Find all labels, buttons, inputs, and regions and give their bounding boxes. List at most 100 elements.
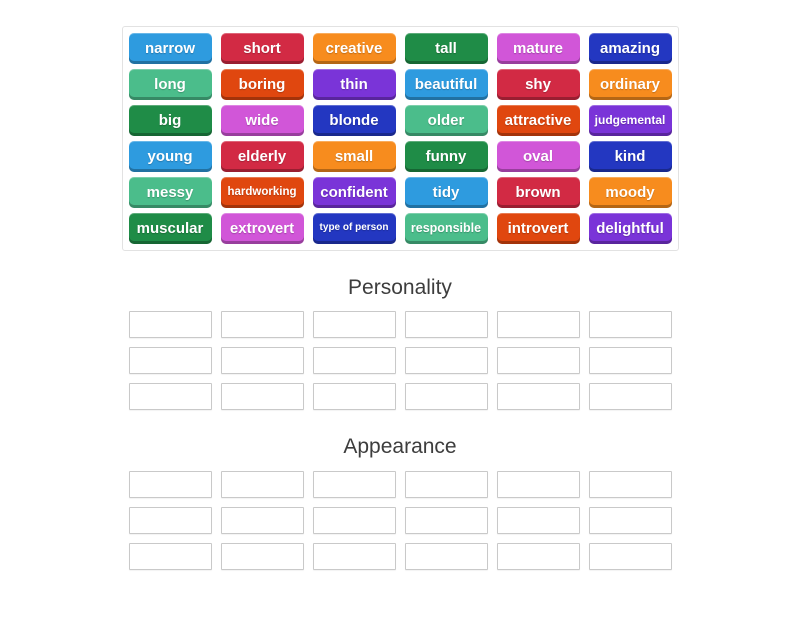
word-tile-extrovert[interactable]: extrovert [220,213,304,244]
word-tile-older[interactable]: older [404,105,488,136]
word-tile-label: elderly [237,147,287,165]
word-tile-hardworking[interactable]: hardworking [220,177,304,208]
drop-slot[interactable] [496,542,580,570]
word-tile-boring[interactable]: boring [220,69,304,100]
word-tile-delightful[interactable]: delightful [588,213,672,244]
word-tile-beautiful[interactable]: beautiful [404,69,488,100]
group-title-appearance: Appearance [343,435,457,459]
drop-slot[interactable] [404,542,488,570]
word-tile-label: short [243,39,281,57]
word-tile-label: older [427,111,465,129]
drop-slot[interactable] [312,470,396,498]
word-tile-tall[interactable]: tall [404,33,488,64]
word-tile-responsible[interactable]: responsible [404,213,488,244]
word-tile-introvert[interactable]: introvert [496,213,580,244]
word-tile-thin[interactable]: thin [312,69,396,100]
drop-slot[interactable] [404,506,488,534]
drop-slot[interactable] [404,311,488,339]
word-tile-tidy[interactable]: tidy [404,177,488,208]
word-tile-creative[interactable]: creative [312,33,396,64]
drop-slot[interactable] [588,311,672,339]
slot-grid-personality [122,311,679,411]
drop-slot[interactable] [128,470,212,498]
drop-slot[interactable] [312,311,396,339]
word-tile-label: moody [605,183,655,201]
drop-slot[interactable] [404,347,488,375]
drop-slot[interactable] [588,542,672,570]
drop-slot[interactable] [312,347,396,375]
word-tile-label: delightful [596,219,664,237]
word-tile-label: tall [435,39,457,57]
word-tile-messy[interactable]: messy [128,177,212,208]
word-tile-label: long [154,75,186,93]
word-tile-label: brown [515,183,561,201]
drop-slot[interactable] [588,470,672,498]
word-tile-amazing[interactable]: amazing [588,33,672,64]
drop-slot[interactable] [128,383,212,411]
word-tile-wide[interactable]: wide [220,105,304,136]
word-tile-narrow[interactable]: narrow [128,33,212,64]
word-tile-label: ordinary [599,75,660,93]
word-tile-big[interactable]: big [128,105,212,136]
drop-slot[interactable] [220,383,304,411]
group-appearance: Appearance [0,433,800,570]
word-tile-label: mature [512,39,564,57]
drop-slot[interactable] [128,506,212,534]
word-tile-young[interactable]: young [128,141,212,172]
word-tile-label: hardworking [227,186,297,199]
word-tile-small[interactable]: small [312,141,396,172]
drop-slot[interactable] [128,311,212,339]
drop-slot[interactable] [220,506,304,534]
word-tile-mature[interactable]: mature [496,33,580,64]
word-tile-short[interactable]: short [220,33,304,64]
word-tile-type-of-person[interactable]: type of person [312,213,396,244]
word-tile-oval[interactable]: oval [496,141,580,172]
word-bank: narrow short creative tall mature amazing long… [121,26,679,251]
word-tile-attractive[interactable]: attractive [496,105,580,136]
word-tile-ordinary[interactable]: ordinary [588,69,672,100]
group-title-personality: Personality [348,276,452,299]
word-tile-shy[interactable]: shy [496,69,580,100]
drop-slot[interactable] [588,347,672,375]
drop-slot[interactable] [588,506,672,534]
group-sort-activity: narrow short creative tall mature amazing long… [0,26,800,570]
word-tile-label: kind [614,147,646,165]
drop-slot[interactable] [588,383,672,411]
drop-slot[interactable] [496,506,580,534]
drop-slot[interactable] [312,542,396,570]
drop-slot[interactable] [312,383,396,411]
drop-slot[interactable] [496,383,580,411]
word-tile-confident[interactable]: confident [312,177,396,208]
word-tile-label: beautiful [414,75,478,93]
drop-slot[interactable] [220,470,304,498]
drop-slot[interactable] [404,470,488,498]
word-tile-label: judgemental [594,113,666,128]
word-tile-label: funny [425,147,467,165]
drop-slot[interactable] [496,311,580,339]
word-tile-label: creative [325,39,383,57]
drop-slot[interactable] [312,506,396,534]
word-tile-label: extrovert [229,219,295,237]
drop-slot[interactable] [496,470,580,498]
word-tile-muscular[interactable]: muscular [128,213,212,244]
word-tile-brown[interactable]: brown [496,177,580,208]
word-tile-kind[interactable]: kind [588,141,672,172]
word-tile-long[interactable]: long [128,69,212,100]
word-tile-judgemental[interactable]: judgemental [588,105,672,136]
drop-slot[interactable] [404,383,488,411]
word-tile-elderly[interactable]: elderly [220,141,304,172]
word-tile-label: confident [320,183,388,201]
drop-slot[interactable] [496,347,580,375]
word-tile-blonde[interactable]: blonde [312,105,396,136]
drop-slot[interactable] [128,542,212,570]
drop-slot[interactable] [220,311,304,339]
drop-slot[interactable] [220,542,304,570]
word-tile-label: shy [525,75,551,93]
word-tile-moody[interactable]: moody [588,177,672,208]
word-tile-label: small [334,147,374,165]
word-tile-label: big [158,111,182,129]
drop-slot[interactable] [128,347,212,375]
word-tile-label: type of person [319,222,389,234]
word-tile-funny[interactable]: funny [404,141,488,172]
drop-slot[interactable] [220,347,304,375]
